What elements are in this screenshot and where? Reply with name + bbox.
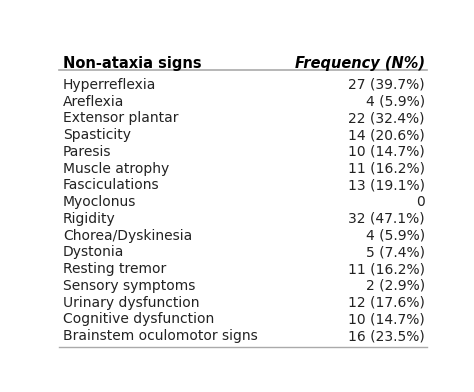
- Text: Resting tremor: Resting tremor: [63, 262, 166, 276]
- Text: 13 (19.1%): 13 (19.1%): [348, 178, 425, 192]
- Text: Hyperreflexia: Hyperreflexia: [63, 78, 156, 92]
- Text: 10 (14.7%): 10 (14.7%): [348, 145, 425, 159]
- Text: 16 (23.5%): 16 (23.5%): [348, 329, 425, 343]
- Text: Areflexia: Areflexia: [63, 94, 124, 109]
- Text: 22 (32.4%): 22 (32.4%): [348, 111, 425, 125]
- Text: Muscle atrophy: Muscle atrophy: [63, 162, 169, 176]
- Text: 10 (14.7%): 10 (14.7%): [348, 312, 425, 327]
- Text: Cognitive dysfunction: Cognitive dysfunction: [63, 312, 214, 327]
- Text: Extensor plantar: Extensor plantar: [63, 111, 178, 125]
- Text: 0: 0: [416, 195, 425, 209]
- Text: Paresis: Paresis: [63, 145, 111, 159]
- Text: Frequency (N%): Frequency (N%): [295, 56, 425, 71]
- Text: 27 (39.7%): 27 (39.7%): [348, 78, 425, 92]
- Text: Urinary dysfunction: Urinary dysfunction: [63, 296, 200, 310]
- Text: Non-ataxia signs: Non-ataxia signs: [63, 56, 201, 71]
- Text: 11 (16.2%): 11 (16.2%): [348, 262, 425, 276]
- Text: Rigidity: Rigidity: [63, 212, 116, 226]
- Text: 4 (5.9%): 4 (5.9%): [365, 94, 425, 109]
- Text: Brainstem oculomotor signs: Brainstem oculomotor signs: [63, 329, 258, 343]
- Text: Fasciculations: Fasciculations: [63, 178, 160, 192]
- Text: 11 (16.2%): 11 (16.2%): [348, 162, 425, 176]
- Text: Chorea/Dyskinesia: Chorea/Dyskinesia: [63, 229, 192, 243]
- Text: Dystonia: Dystonia: [63, 245, 124, 260]
- Text: 5 (7.4%): 5 (7.4%): [366, 245, 425, 260]
- Text: 14 (20.6%): 14 (20.6%): [348, 128, 425, 142]
- Text: 32 (47.1%): 32 (47.1%): [348, 212, 425, 226]
- Text: Sensory symptoms: Sensory symptoms: [63, 279, 195, 293]
- Text: Myoclonus: Myoclonus: [63, 195, 137, 209]
- Text: 4 (5.9%): 4 (5.9%): [365, 229, 425, 243]
- Text: 12 (17.6%): 12 (17.6%): [348, 296, 425, 310]
- Text: Spasticity: Spasticity: [63, 128, 131, 142]
- Text: 2 (2.9%): 2 (2.9%): [365, 279, 425, 293]
